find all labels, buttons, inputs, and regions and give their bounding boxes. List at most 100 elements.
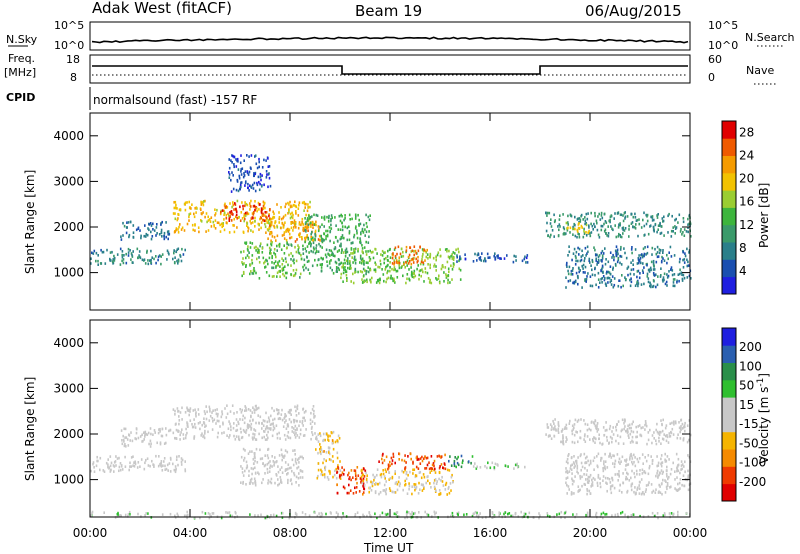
velocity-cell [296, 466, 298, 470]
power-cell [271, 241, 273, 244]
power-cell [268, 172, 270, 175]
power-cell [312, 236, 314, 240]
velocity-cell [203, 410, 206, 413]
velocity-cell [170, 458, 172, 461]
velocity-cell [162, 464, 164, 467]
velocity-cell [448, 485, 450, 489]
velocity-cell [250, 414, 252, 418]
velocity-cell [321, 513, 324, 516]
power-cell [458, 259, 460, 263]
power-cell [384, 251, 386, 254]
power-cell [643, 224, 646, 228]
power-cell [660, 231, 663, 235]
power-cell [280, 217, 283, 221]
power-cell [361, 247, 364, 250]
velocity-cell [364, 469, 367, 473]
velocity-cell [269, 428, 272, 431]
velocity-cell [209, 414, 212, 418]
velocity-cell [107, 458, 109, 461]
power-cell [396, 252, 398, 256]
velocity-cell [532, 516, 535, 519]
velocity-cell [647, 438, 650, 442]
velocity-cell [245, 428, 248, 432]
power-cell [351, 217, 353, 221]
velocity-cell [625, 460, 627, 463]
power-panel-frame [89, 112, 691, 311]
power-cell [525, 261, 527, 264]
power-cell [591, 268, 593, 272]
power-cell [445, 274, 448, 278]
power-cell [594, 225, 596, 229]
velocity-cell [284, 421, 286, 424]
power-cell [613, 277, 616, 280]
power-cell [292, 229, 294, 232]
velocity-cell [413, 468, 416, 471]
power-cell [402, 254, 405, 258]
power-cell [368, 230, 370, 233]
power-cell [129, 220, 132, 224]
power-cell [686, 247, 688, 251]
velocity-cell [258, 422, 260, 425]
velocity-cell [675, 488, 678, 492]
power-cell [418, 269, 421, 273]
power-cell [230, 210, 233, 213]
power-cell [111, 250, 113, 254]
velocity-cell [648, 466, 651, 470]
velocity-cell [199, 516, 201, 520]
power-cell [282, 216, 284, 220]
x-tick-label: 00:00 [73, 526, 108, 540]
velocity-cell [454, 456, 456, 459]
velocity-cell [570, 468, 573, 471]
velocity-cell [419, 488, 421, 491]
power-cell [374, 261, 376, 265]
velocity-cell [305, 428, 307, 431]
velocity-cell [150, 442, 152, 446]
velocity-cell [427, 513, 430, 517]
power-cell [270, 221, 272, 224]
power-cell [294, 272, 297, 275]
power-cell [451, 278, 453, 281]
power-cell [612, 253, 614, 257]
velocity-cell [574, 464, 576, 468]
power-cell [367, 241, 370, 244]
velocity-cell [560, 440, 562, 444]
power-cell [655, 252, 658, 256]
power-cell [572, 252, 575, 255]
power-cell [267, 229, 270, 232]
velocity-cell [258, 432, 260, 436]
velocity-cell [269, 423, 272, 426]
velocity-cell [328, 446, 331, 450]
velocity-cell [378, 481, 381, 485]
velocity-cell [414, 511, 416, 515]
power-cell [643, 211, 645, 215]
velocity-cell [588, 475, 591, 479]
velocity-cell [230, 425, 232, 428]
velocity-cell [329, 472, 331, 475]
velocity-cell [456, 461, 459, 465]
power-cell [279, 269, 281, 273]
velocity-cell [322, 461, 324, 465]
power-cell [236, 226, 238, 229]
velocity-cell [277, 483, 279, 487]
power-cell [683, 276, 686, 280]
power-cell [659, 232, 662, 235]
power-heatmap [90, 154, 692, 289]
power-cell [359, 239, 362, 243]
velocity-cell [240, 436, 243, 440]
power-cell [111, 260, 114, 263]
power-cell [352, 261, 354, 264]
power-cell [193, 215, 196, 219]
power-cell [584, 222, 586, 226]
velocity-cell [426, 512, 428, 516]
power-cell [335, 267, 338, 271]
power-cell [417, 249, 420, 253]
power-cell [578, 222, 580, 225]
velocity-cell [581, 465, 584, 469]
velocity-cell [102, 469, 105, 472]
power-cell [408, 277, 410, 281]
power-cell [690, 235, 692, 238]
power-cell [672, 284, 675, 288]
velocity-cell [588, 463, 591, 467]
velocity-cell [409, 512, 412, 516]
